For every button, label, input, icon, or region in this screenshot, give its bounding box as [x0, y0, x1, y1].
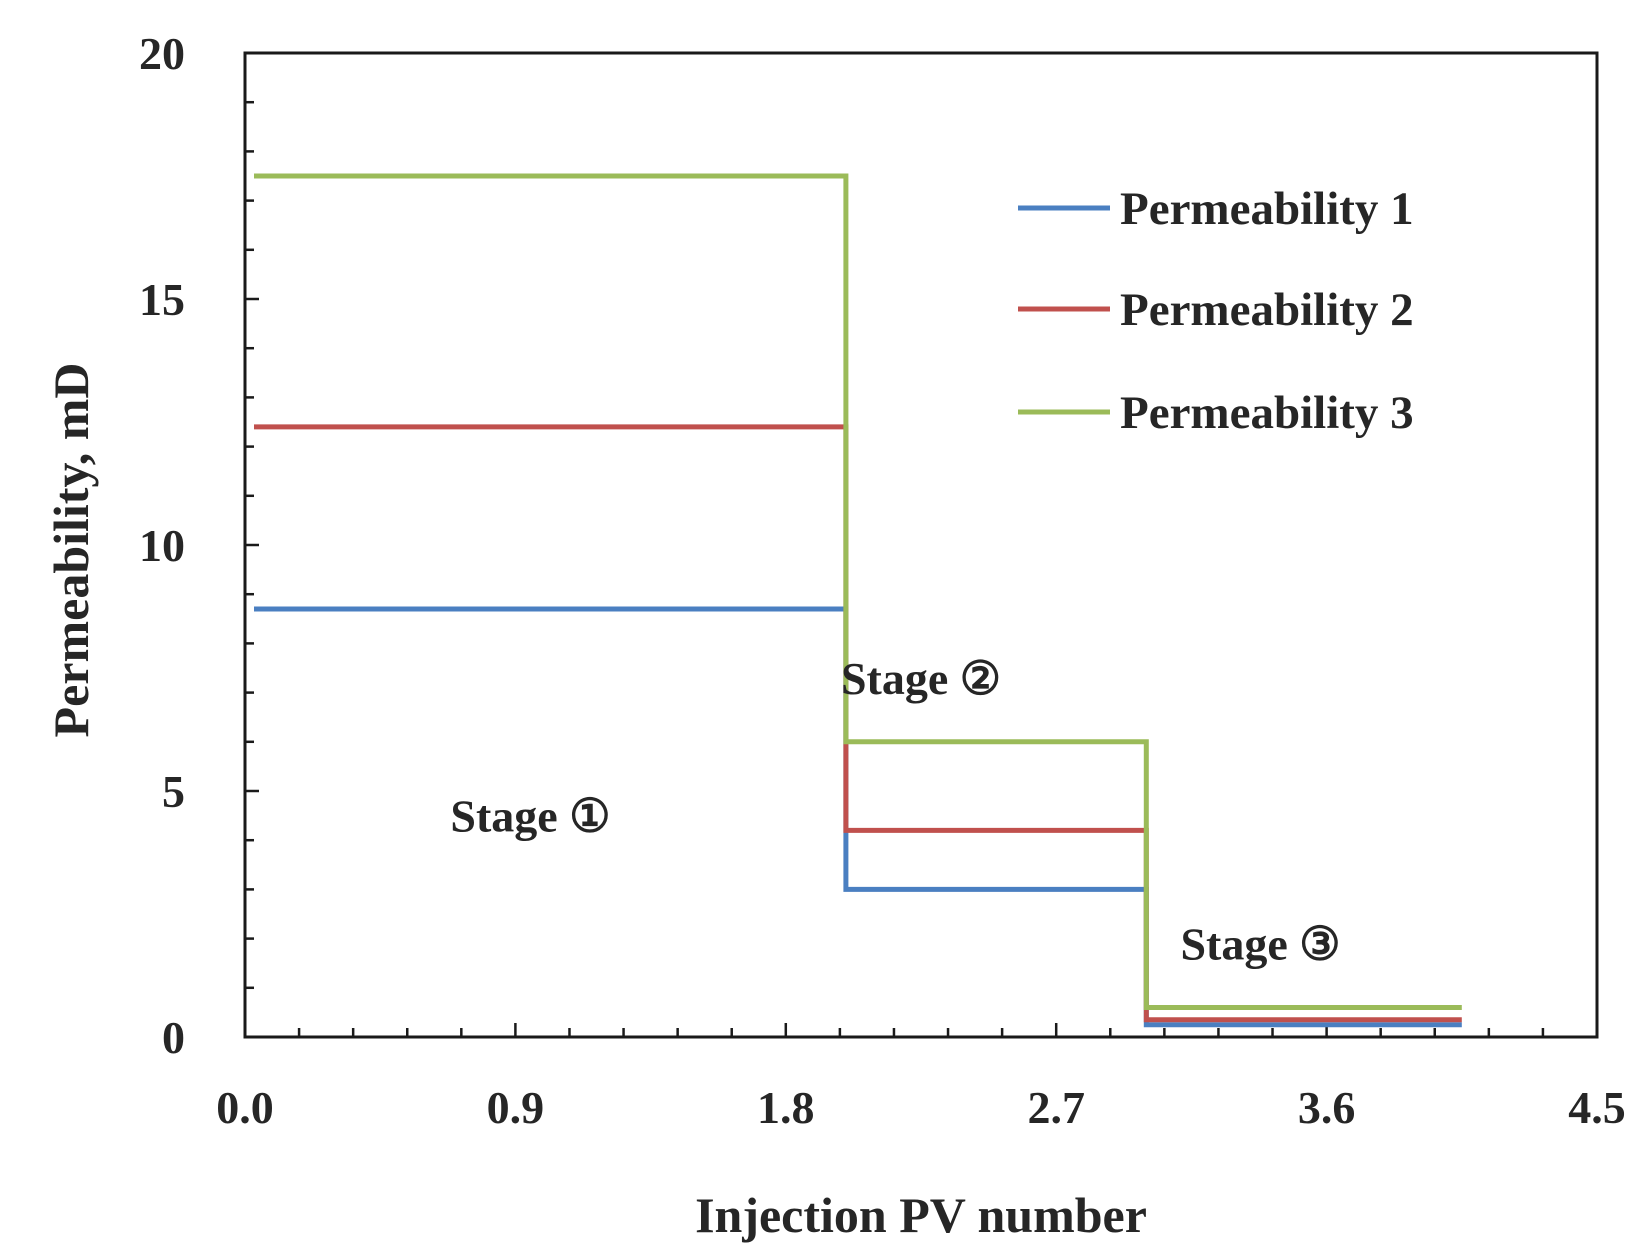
x-tick-label: 2.7 [1027, 1082, 1085, 1133]
y-tick-labels: 0 5 10 15 20 [139, 28, 185, 1063]
x-tick-label: 0.0 [216, 1082, 274, 1133]
stage-annotations: Stage ① Stage ② Stage ③ [450, 653, 1340, 970]
y-axis-title: Permeability, mD [43, 363, 99, 738]
legend-label-3: Permeability 3 [1120, 387, 1414, 439]
x-tick-label: 1.8 [757, 1082, 815, 1133]
y-tick-label: 0 [162, 1012, 185, 1063]
series-lines [254, 173, 1462, 1028]
y-tick-label: 15 [139, 274, 185, 325]
x-axis-title: Injection PV number [695, 1187, 1147, 1243]
series-line-2 [254, 424, 1462, 1023]
legend: Permeability 1 Permeability 2 Permeability… [1018, 183, 1414, 439]
stage-label-1: Stage ① [450, 791, 610, 842]
x-tick-label: 3.6 [1298, 1082, 1356, 1133]
legend-label-2: Permeability 2 [1120, 284, 1414, 336]
x-tick-label: 0.9 [487, 1082, 545, 1133]
stage-label-2: Stage ② [841, 653, 1001, 704]
y-tick-label: 20 [139, 28, 185, 79]
series-line-3 [254, 173, 1462, 1010]
x-tick-labels: 0.0 0.9 1.8 2.7 3.6 4.5 [216, 1082, 1625, 1133]
y-tick-label: 10 [139, 520, 185, 571]
y-tick-label: 5 [162, 766, 185, 817]
x-tick-label: 4.5 [1568, 1082, 1625, 1133]
legend-label-1: Permeability 1 [1120, 183, 1414, 235]
series-line-1 [254, 606, 1462, 1028]
stage-label-3: Stage ③ [1180, 919, 1340, 970]
plot-frame [243, 51, 1599, 1039]
